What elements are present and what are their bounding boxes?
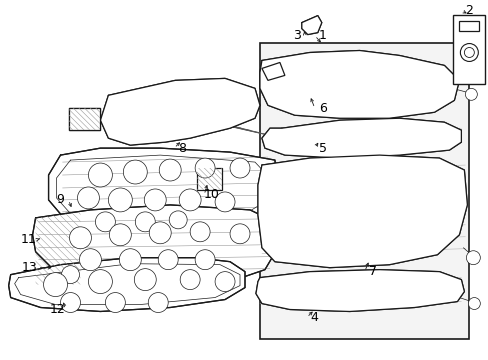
Polygon shape [100, 78, 260, 145]
Circle shape [459, 44, 477, 62]
Circle shape [149, 222, 171, 244]
Circle shape [77, 187, 99, 209]
Text: 7: 7 [368, 265, 376, 278]
Circle shape [215, 272, 235, 292]
Circle shape [180, 270, 200, 289]
Text: 2: 2 [465, 4, 472, 17]
Circle shape [215, 192, 235, 212]
Circle shape [123, 160, 147, 184]
Polygon shape [255, 270, 464, 311]
Polygon shape [258, 155, 467, 268]
Bar [260, 42, 468, 339]
Polygon shape [260, 50, 458, 118]
Circle shape [119, 249, 141, 271]
Circle shape [80, 249, 101, 271]
Polygon shape [33, 205, 277, 285]
Polygon shape [262, 118, 461, 158]
Circle shape [144, 189, 166, 211]
Circle shape [195, 158, 215, 178]
Circle shape [134, 269, 156, 291]
Polygon shape [48, 148, 277, 235]
Circle shape [61, 293, 81, 312]
Circle shape [61, 266, 80, 284]
Polygon shape [458, 21, 478, 31]
Polygon shape [197, 168, 222, 190]
Circle shape [109, 224, 131, 246]
Circle shape [190, 222, 210, 242]
Polygon shape [262, 62, 285, 80]
Circle shape [108, 188, 132, 212]
Text: 4: 4 [310, 311, 318, 324]
Text: 11: 11 [20, 233, 37, 246]
Circle shape [88, 270, 112, 293]
Circle shape [158, 250, 178, 270]
Text: 13: 13 [21, 261, 38, 274]
Text: 12: 12 [50, 303, 65, 316]
Text: 8: 8 [178, 141, 186, 155]
Circle shape [148, 293, 168, 312]
Circle shape [105, 293, 125, 312]
Circle shape [69, 227, 91, 249]
Circle shape [229, 158, 249, 178]
Circle shape [229, 224, 249, 244]
Polygon shape [301, 15, 321, 35]
Circle shape [43, 273, 67, 297]
Circle shape [159, 159, 181, 181]
Circle shape [465, 88, 476, 100]
Circle shape [95, 212, 115, 232]
Circle shape [195, 250, 215, 270]
Circle shape [464, 48, 473, 58]
Circle shape [468, 298, 479, 310]
Text: 3: 3 [292, 29, 300, 42]
Circle shape [135, 212, 155, 232]
Text: 5: 5 [318, 141, 326, 155]
Circle shape [88, 163, 112, 187]
Text: 10: 10 [203, 188, 220, 202]
Text: 6: 6 [318, 102, 326, 115]
Bar [452, 15, 484, 84]
Text: 1: 1 [318, 29, 326, 42]
Text: 9: 9 [57, 193, 64, 206]
Circle shape [169, 211, 187, 229]
Circle shape [466, 251, 479, 265]
Polygon shape [68, 108, 100, 130]
Circle shape [179, 189, 201, 211]
Polygon shape [9, 258, 244, 311]
